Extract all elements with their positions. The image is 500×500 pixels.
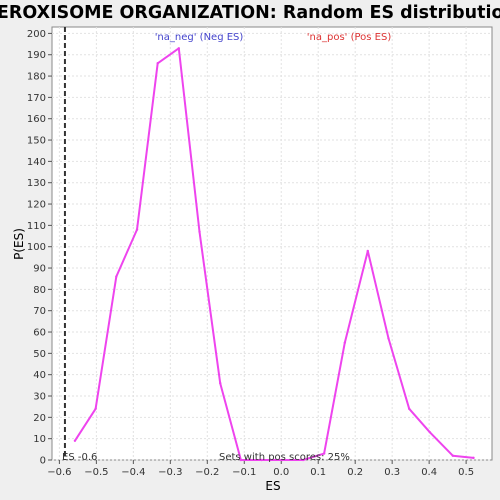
data-point: [281, 458, 284, 462]
data-point: [219, 382, 222, 385]
sets-pos-scores-label: Sets with pos scores: 25%: [219, 452, 350, 463]
x-tick-label: −0.6: [47, 467, 71, 478]
chart-title: PEROXISOME ORGANIZATION: Random ES distr…: [0, 3, 500, 23]
observed-es-label: ES -0.6: [62, 452, 97, 463]
y-tick-label: 190: [27, 50, 46, 61]
data-point: [115, 275, 118, 278]
x-tick-label: 0.4: [421, 467, 437, 478]
y-tick-label: 160: [27, 114, 46, 125]
data-point: [301, 458, 305, 462]
y-tick-label: 130: [27, 178, 46, 189]
x-tick-label: −0.5: [84, 467, 108, 478]
y-tick-label: 40: [33, 370, 46, 381]
data-point: [156, 62, 159, 65]
y-tick-label: 60: [33, 328, 46, 339]
x-tick-label: 0.5: [458, 467, 474, 478]
data-point: [260, 458, 263, 462]
y-tick-label: 20: [33, 413, 46, 424]
data-point: [407, 407, 411, 411]
y-tick-label: 180: [27, 72, 46, 83]
grid-lines: [52, 27, 492, 461]
x-axis-label: ES: [265, 479, 280, 493]
y-axis: 0 10 20 30 40 50 60 70 80 90 100 110 120 130 140 150 160…: [27, 29, 52, 467]
y-tick-label: 70: [33, 306, 46, 317]
y-tick-label: 110: [27, 221, 46, 232]
x-tick-label: 0.2: [347, 467, 363, 478]
data-point: [94, 407, 97, 411]
y-tick-label: 170: [27, 93, 46, 104]
data-point: [135, 228, 139, 231]
y-tick-label: 80: [33, 285, 46, 296]
data-point: [73, 439, 77, 443]
plot-area: [51, 26, 493, 461]
data-point: [239, 458, 243, 462]
y-tick-label: 30: [33, 392, 46, 403]
y-tick-label: 90: [33, 264, 46, 275]
x-tick-label: −0.4: [121, 467, 145, 478]
y-tick-label: 150: [27, 136, 46, 147]
y-tick-label: 100: [27, 242, 46, 253]
x-tick-label: 0.3: [384, 467, 400, 478]
x-axis: −0.6 −0.5 −0.4 −0.3 −0.2 −0.1 0.0 0.1 0.2 0.3 0.4 0…: [47, 460, 474, 478]
y-tick-label: 0: [40, 456, 46, 467]
series-layer: [73, 47, 475, 462]
x-tick-label: 0.0: [273, 467, 289, 478]
data-point: [366, 249, 369, 253]
x-tick-label: 0.1: [310, 467, 326, 478]
y-tick-label: 50: [33, 349, 46, 360]
data-point: [451, 454, 455, 457]
data-point: [428, 431, 432, 434]
data-point: [198, 230, 201, 233]
y-tick-label: 140: [27, 157, 46, 168]
neg-es-label: 'na_neg' (Neg ES): [155, 32, 244, 43]
x-tick-label: −0.3: [158, 467, 182, 478]
data-point: [177, 47, 181, 50]
data-point: [387, 337, 390, 340]
series-line: [74, 47, 474, 461]
data-point: [343, 341, 347, 344]
data-point: [322, 452, 326, 455]
y-tick-label: 200: [27, 29, 46, 40]
x-tick-label: −0.2: [195, 467, 219, 478]
y-tick-label: 120: [27, 200, 46, 211]
y-tick-label: 10: [33, 434, 46, 445]
x-tick-label: −0.1: [232, 467, 256, 478]
data-point: [472, 456, 475, 460]
pos-es-label: 'na_pos' (Pos ES): [307, 32, 392, 43]
y-axis-label: P(ES): [12, 228, 26, 260]
